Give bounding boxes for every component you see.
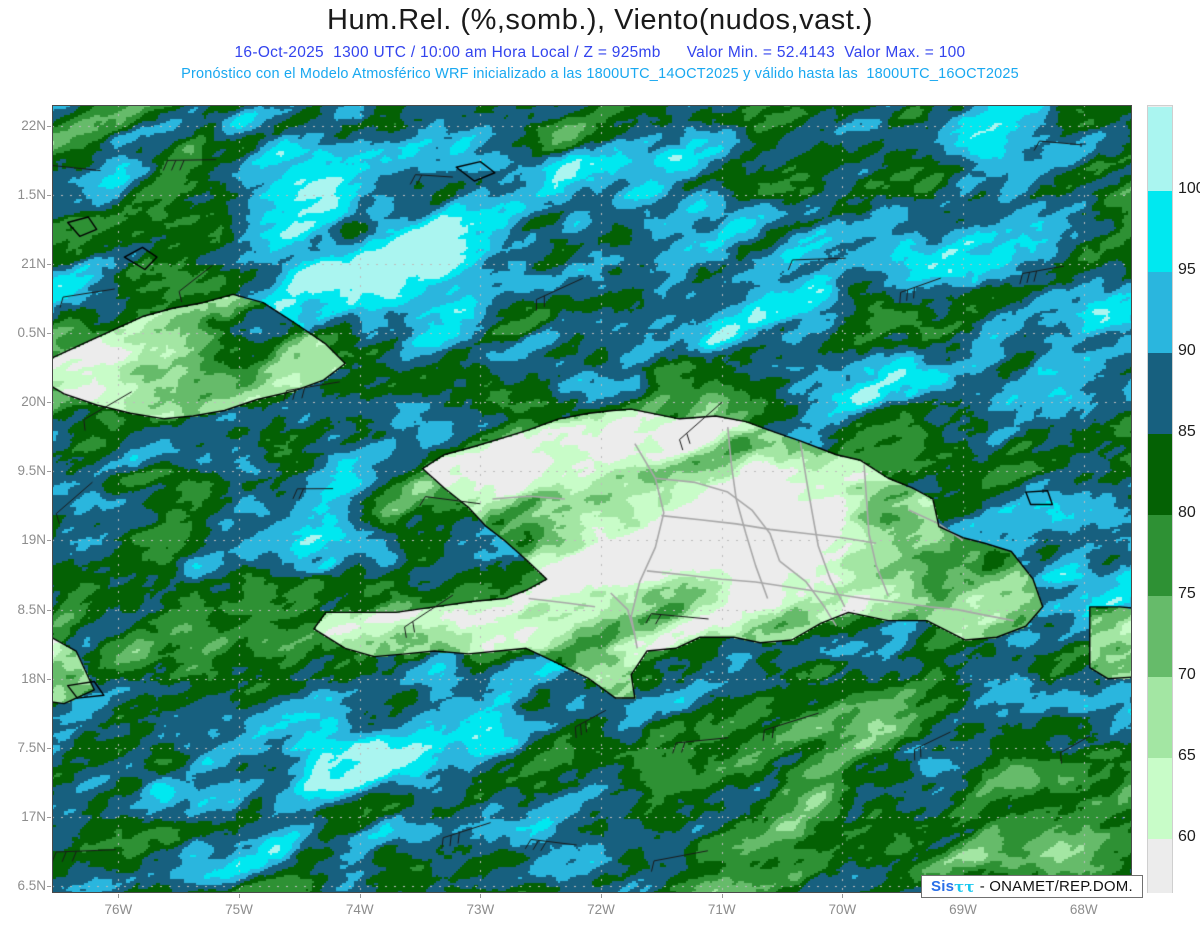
colorbar-band: [1148, 515, 1172, 596]
y-axis-label: 0.5N: [17, 325, 46, 341]
colorbar-tick-label: 70: [1178, 666, 1196, 683]
x-axis-label: 70W: [828, 902, 857, 917]
x-axis-tick: [842, 894, 844, 898]
y-axis-tick: [47, 194, 51, 196]
colorbar-tick-label: 75: [1178, 585, 1196, 602]
y-axis-tick: [47, 678, 51, 680]
y-axis-tick: [47, 816, 51, 818]
colorbar-band: [1148, 107, 1172, 191]
y-axis-label: 6.5N: [17, 878, 46, 894]
y-axis-label: 1.5N: [17, 186, 46, 202]
y-axis-tick: [47, 471, 51, 473]
y-axis-label: 18N: [21, 670, 46, 686]
x-axis-tick: [721, 894, 723, 898]
x-axis-tick: [601, 894, 603, 898]
y-axis-tick: [47, 609, 51, 611]
colorbar-band: [1148, 434, 1172, 515]
colorbar-tick-label: 90: [1178, 342, 1196, 359]
subtitle-value-stats: Valor Min. = 52.4143 Valor Max. = 100: [686, 44, 966, 61]
attribution-symbol-icon: ττ: [954, 877, 975, 896]
colorbar-band: [1148, 839, 1172, 893]
x-axis-tick: [359, 894, 361, 898]
colorbar-tick-label: 65: [1178, 747, 1196, 764]
colorbar-band: [1148, 353, 1172, 434]
subtitle-datetime-line: 16-Oct-2025 1300 UTC / 10:00 am Hora Loc…: [0, 44, 1200, 62]
subtitle-model-line: Pronóstico con el Modelo Atmosférico WRF…: [181, 66, 1019, 82]
x-axis-label: 74W: [345, 902, 374, 917]
x-axis-tick: [239, 894, 241, 898]
colorbar-band: [1148, 596, 1172, 677]
colorbar-band: [1148, 677, 1172, 758]
attribution-badge: Sis ττ - ONAMET/REP.DOM.: [921, 875, 1143, 898]
attribution-agency: - ONAMET/REP.DOM.: [979, 878, 1133, 895]
y-axis-label: 19N: [21, 532, 46, 548]
y-axis-label: 9.5N: [17, 463, 46, 479]
y-axis-tick: [47, 402, 51, 404]
y-axis-label: 8.5N: [17, 601, 46, 617]
y-axis-label: 22N: [21, 117, 46, 133]
y-axis-tick: [47, 263, 51, 265]
y-axis-tick: [47, 540, 51, 542]
y-axis-label: 7.5N: [17, 739, 46, 755]
y-axis-tick: [47, 333, 51, 335]
colorbar-tick-label: 100: [1178, 180, 1200, 197]
y-axis-label: 20N: [21, 394, 46, 410]
chart-header: Hum.Rel. (%,somb.), Viento(nudos,vast.) …: [0, 0, 1200, 96]
x-axis-label: 69W: [949, 902, 977, 917]
attribution-brand: Sis: [931, 878, 955, 895]
x-axis-label: 73W: [466, 902, 495, 917]
x-axis-label: 68W: [1069, 902, 1098, 917]
x-axis-label: 72W: [587, 902, 615, 917]
x-axis-tick: [118, 894, 120, 898]
colorbar-tick-label: 95: [1178, 261, 1196, 278]
x-axis-tick: [480, 894, 482, 898]
colorbar-tick-label: 85: [1178, 423, 1196, 440]
colorbar-band: [1148, 272, 1172, 353]
y-axis-tick: [47, 886, 51, 888]
x-axis-label: 75W: [225, 902, 253, 917]
y-axis-tick: [47, 125, 51, 127]
colorbar-band: [1148, 758, 1172, 839]
map-plot-area[interactable]: [52, 105, 1132, 893]
x-axis-label: 71W: [707, 902, 736, 917]
x-axis-label: 76W: [104, 902, 133, 917]
colorbar-band: [1148, 191, 1172, 272]
y-axis-label: 21N: [21, 255, 46, 271]
colorbar-tick-label: 60: [1178, 828, 1196, 845]
subtitle-datetime: 16-Oct-2025 1300 UTC / 10:00 am Hora Loc…: [234, 44, 661, 61]
humidity-wind-map-canvas[interactable]: [52, 105, 1132, 893]
page-title: Hum.Rel. (%,somb.), Viento(nudos,vast.): [327, 4, 873, 36]
y-axis-tick: [47, 747, 51, 749]
y-axis-label: 17N: [21, 808, 46, 824]
colorbar-tick-label: 80: [1178, 504, 1196, 521]
colorbar[interactable]: [1147, 105, 1173, 893]
